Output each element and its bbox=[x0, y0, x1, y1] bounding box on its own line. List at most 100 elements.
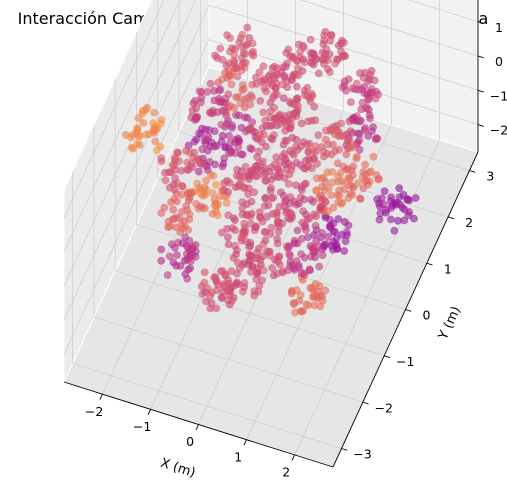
data-point bbox=[186, 257, 195, 266]
data-point bbox=[334, 132, 343, 141]
data-point bbox=[169, 205, 178, 214]
data-point bbox=[283, 244, 292, 252]
data-point bbox=[374, 175, 383, 184]
data-point bbox=[254, 244, 263, 253]
y-tick-label: −1 bbox=[396, 354, 414, 369]
data-point bbox=[230, 216, 239, 225]
data-point bbox=[161, 176, 170, 185]
data-point bbox=[272, 209, 281, 218]
data-point bbox=[184, 165, 193, 174]
data-point bbox=[196, 202, 205, 211]
data-point bbox=[364, 131, 373, 140]
data-point bbox=[160, 203, 169, 212]
data-point bbox=[315, 262, 324, 271]
data-point bbox=[228, 44, 237, 53]
data-point bbox=[310, 301, 319, 309]
data-point bbox=[371, 94, 380, 103]
data-point bbox=[344, 173, 353, 182]
data-point bbox=[321, 198, 330, 207]
data-point bbox=[271, 115, 280, 123]
data-point bbox=[166, 222, 174, 231]
data-point bbox=[139, 119, 148, 127]
gridline-z-side bbox=[63, 5, 210, 321]
data-point bbox=[331, 59, 340, 68]
gridline-z-side bbox=[63, 0, 181, 252]
data-point bbox=[242, 200, 251, 208]
data-point bbox=[329, 203, 338, 212]
data-point bbox=[208, 189, 217, 197]
data-point bbox=[291, 181, 300, 189]
data-point bbox=[366, 114, 374, 123]
data-point bbox=[278, 80, 287, 89]
data-point bbox=[286, 123, 295, 132]
data-point bbox=[394, 216, 402, 225]
data-point bbox=[210, 142, 219, 151]
data-point bbox=[314, 69, 323, 78]
z-tick-label: −2 bbox=[490, 123, 507, 138]
data-point bbox=[198, 145, 207, 154]
data-point bbox=[323, 149, 331, 158]
data-point bbox=[233, 64, 241, 72]
data-point bbox=[253, 165, 261, 174]
data-point bbox=[332, 234, 341, 243]
data-point bbox=[129, 144, 137, 153]
data-point bbox=[177, 221, 186, 229]
data-point bbox=[348, 84, 357, 93]
data-point bbox=[386, 197, 395, 205]
data-point bbox=[252, 275, 261, 283]
data-point bbox=[213, 211, 222, 220]
data-point bbox=[232, 279, 241, 288]
y-tick-label: −2 bbox=[375, 400, 393, 415]
data-point bbox=[165, 168, 174, 177]
data-point bbox=[232, 246, 241, 254]
data-point bbox=[323, 207, 332, 216]
data-point bbox=[213, 108, 222, 117]
data-point bbox=[245, 250, 253, 259]
data-point bbox=[369, 152, 378, 161]
data-point bbox=[225, 149, 233, 158]
data-point bbox=[225, 131, 233, 140]
data-point bbox=[246, 100, 254, 109]
data-point bbox=[310, 102, 319, 111]
data-point bbox=[135, 141, 144, 149]
data-point bbox=[259, 108, 268, 117]
data-point bbox=[212, 180, 220, 189]
gridline-y-floor bbox=[93, 316, 364, 403]
data-point bbox=[201, 190, 209, 199]
data-point bbox=[287, 166, 296, 175]
data-point bbox=[214, 78, 223, 87]
data-point bbox=[404, 211, 413, 219]
data-point bbox=[343, 136, 352, 145]
data-point bbox=[211, 160, 219, 169]
data-point bbox=[195, 87, 204, 96]
data-point bbox=[235, 38, 244, 47]
data-point bbox=[243, 23, 252, 32]
y-axis-label: Y (m) bbox=[435, 304, 464, 343]
data-point bbox=[149, 119, 157, 127]
data-point bbox=[191, 240, 200, 249]
data-point bbox=[157, 157, 166, 166]
data-point bbox=[352, 79, 361, 88]
data-point bbox=[174, 148, 182, 157]
data-point bbox=[328, 178, 337, 187]
data-point bbox=[260, 84, 269, 92]
data-point bbox=[287, 289, 296, 298]
data-point bbox=[223, 224, 231, 233]
data-point bbox=[272, 153, 281, 162]
data-point bbox=[163, 271, 172, 279]
data-point bbox=[178, 239, 187, 248]
data-point bbox=[290, 239, 299, 248]
data-point bbox=[240, 96, 249, 104]
data-point bbox=[267, 175, 276, 184]
data-point bbox=[219, 287, 227, 296]
data-point bbox=[333, 191, 342, 200]
data-point bbox=[318, 229, 327, 237]
data-point bbox=[201, 125, 210, 134]
y-tick-mark bbox=[405, 309, 412, 312]
y-tick-label: 3 bbox=[486, 169, 494, 184]
data-point bbox=[276, 120, 285, 128]
y-tick-mark bbox=[447, 216, 455, 220]
data-point bbox=[295, 199, 303, 208]
x-tick-mark bbox=[147, 409, 151, 415]
data-point bbox=[318, 296, 327, 305]
